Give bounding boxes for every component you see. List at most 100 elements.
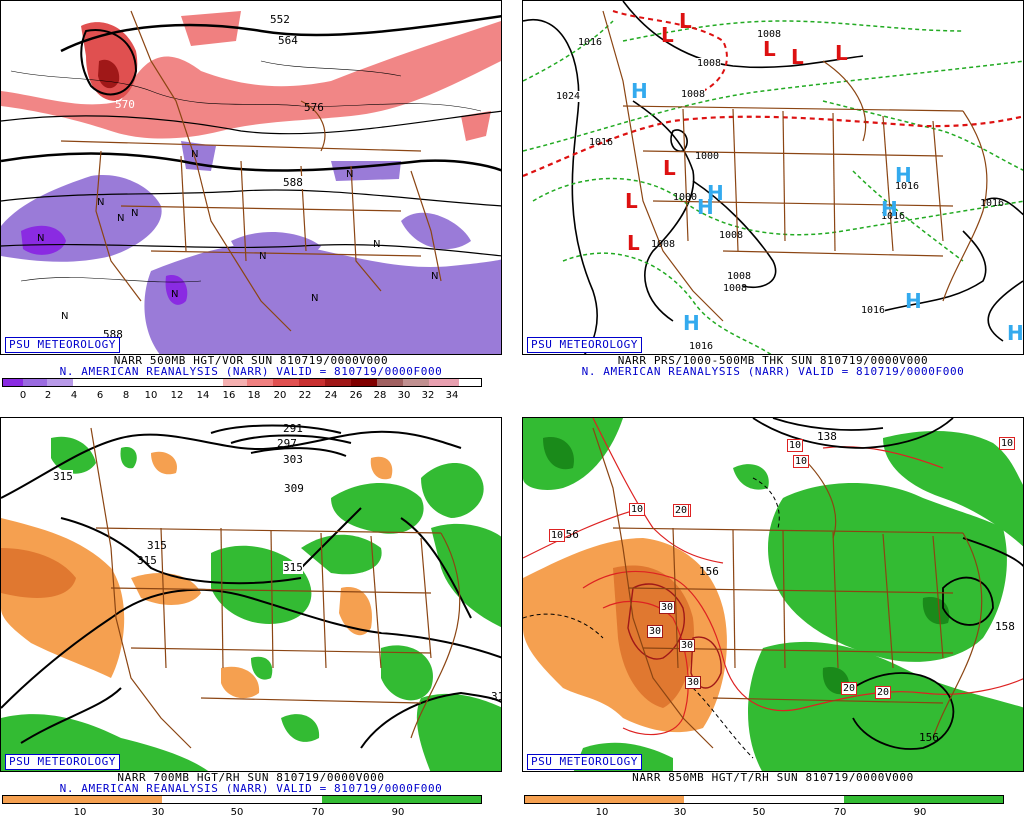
- isobar-label: 1000: [673, 192, 698, 203]
- tick: 10: [144, 390, 158, 401]
- temp-label: 20: [841, 682, 858, 695]
- temp-label: 30: [647, 625, 664, 638]
- vort-label: N: [373, 239, 381, 250]
- psu-logo: PSU METEOROLOGY: [527, 754, 642, 770]
- low-symbol: L: [835, 41, 848, 65]
- colorbar-vorticity: [2, 378, 482, 387]
- vort-label: N: [61, 311, 69, 322]
- low-symbol: L: [763, 37, 776, 61]
- contour-label: 552: [269, 13, 291, 26]
- isobar-label: 1016: [689, 341, 714, 352]
- caption-valid: N. AMERICAN REANALYSIS (NARR) VALID = 81…: [59, 782, 443, 795]
- low-symbol: L: [625, 189, 638, 213]
- caption-title: NARR 850MB HGT/T/RH SUN 810719/0000V000: [632, 771, 914, 784]
- low-symbol: L: [661, 23, 674, 47]
- moist-area: [51, 436, 96, 474]
- map-700mb: 297 291 303 309 315 315 315 315 31 PSU M…: [0, 417, 502, 772]
- isobar-label: 1008: [697, 58, 722, 69]
- panel-700mb-rh: 297 291 303 309 315 315 315 315 31 PSU M…: [0, 417, 502, 819]
- temp-label: 10: [787, 439, 804, 452]
- isobar-label: 1024: [556, 91, 581, 102]
- tick: 2: [44, 390, 52, 401]
- tick: 16: [222, 390, 236, 401]
- contour-label: 576: [304, 101, 324, 114]
- vort-label: N: [191, 149, 199, 160]
- caption-title: NARR PRS/1000-500MB THK SUN 810719/0000V…: [617, 354, 929, 367]
- tick: 32: [421, 390, 435, 401]
- temp-label: 10: [793, 455, 810, 468]
- isobar-label: 1008: [681, 89, 706, 100]
- contour-label: 297: [277, 437, 297, 450]
- contour-label: 315: [53, 470, 73, 483]
- high-symbol: H: [683, 311, 700, 335]
- tick: 34: [445, 390, 459, 401]
- neg-vort-area-south: [144, 242, 501, 354]
- map-pressure: 1024 1016 1008 1008 1008 1000 1000 1008 …: [522, 0, 1024, 355]
- isobar-label: 1008: [757, 29, 782, 40]
- tick: 12: [170, 390, 184, 401]
- caption-valid: N. AMERICAN REANALYSIS (NARR) VALID = 81…: [59, 365, 443, 378]
- isobar-label: 1016: [861, 305, 886, 316]
- tick: 70: [833, 807, 847, 818]
- high-symbol: H: [631, 79, 648, 103]
- vort-label: N: [117, 213, 125, 224]
- temp-label: 10: [999, 437, 1016, 450]
- contour-label: 138: [817, 430, 837, 443]
- contour-label: 588: [283, 176, 303, 189]
- contour-label: 158: [995, 620, 1015, 633]
- isobar-label: 1008: [723, 283, 748, 294]
- low-symbol: L: [627, 231, 640, 255]
- isobar-label: 1008: [719, 230, 744, 241]
- map-850mb: 138 156 156 158 156 10 10 10 20 30 30 30…: [522, 417, 1024, 772]
- temp-label: 30: [685, 676, 702, 689]
- vort-label: N: [346, 169, 354, 180]
- tick: 0: [19, 390, 27, 401]
- tick: 50: [752, 807, 766, 818]
- colorbar-ticks-p1: 0 2 4 6 8 10 12 14 16 18 20 22 24 26 28 …: [0, 390, 502, 402]
- tick: 70: [311, 807, 325, 818]
- tick: 26: [349, 390, 363, 401]
- tick: 24: [324, 390, 338, 401]
- colorbar-ticks-p3: 10 30 50 70 90: [0, 807, 502, 819]
- isobar-label: 1008: [651, 239, 676, 250]
- vort-label: N: [171, 289, 179, 300]
- contour-label: 303: [283, 453, 303, 466]
- isobar-label: 1016: [578, 37, 603, 48]
- caption-title: NARR 500MB HGT/VOR SUN 810719/0000V000: [113, 354, 389, 367]
- contour-label: 291: [283, 422, 303, 435]
- tick: 18: [247, 390, 261, 401]
- vort-label: N: [97, 197, 105, 208]
- contour-label: 156: [699, 565, 719, 578]
- tick: 30: [397, 390, 411, 401]
- map-850mb-svg: [523, 418, 1023, 771]
- vort-label: N: [431, 271, 439, 282]
- tick: 6: [96, 390, 104, 401]
- tick: 4: [70, 390, 78, 401]
- tick: 90: [913, 807, 927, 818]
- high-symbol: H: [895, 163, 912, 187]
- contour-label: 570: [115, 98, 135, 111]
- isobar-label: 1016: [980, 198, 1005, 209]
- map-500mb-svg: [1, 10, 501, 354]
- tick: 90: [391, 807, 405, 818]
- panel-850mb-t-rh: 138 156 156 158 156 10 10 10 20 30 30 30…: [522, 417, 1024, 819]
- pos-vort-area: [1, 21, 501, 139]
- map-500mb: 552 564 570 576 588 588 N N N N N N N N …: [0, 0, 502, 355]
- isobar-label: 1008: [727, 271, 752, 282]
- temp-label: 30: [679, 639, 696, 652]
- low-symbol: L: [663, 156, 676, 180]
- isobar-label: 1016: [895, 181, 920, 192]
- panel-500mb-vorticity: 552 564 570 576 588 588 N N N N N N N N …: [0, 0, 502, 402]
- high-symbol: H: [1007, 321, 1024, 345]
- tick: 20: [273, 390, 287, 401]
- tick: 30: [673, 807, 687, 818]
- vort-label: N: [37, 233, 45, 244]
- tick: 10: [73, 807, 87, 818]
- tick: 30: [151, 807, 165, 818]
- psu-logo: PSU METEOROLOGY: [5, 754, 120, 770]
- contour-label: 309: [284, 482, 304, 495]
- contour-label: 315: [147, 539, 167, 552]
- vort-label: N: [131, 208, 139, 219]
- high-symbol: H: [905, 289, 922, 313]
- tick: 14: [196, 390, 210, 401]
